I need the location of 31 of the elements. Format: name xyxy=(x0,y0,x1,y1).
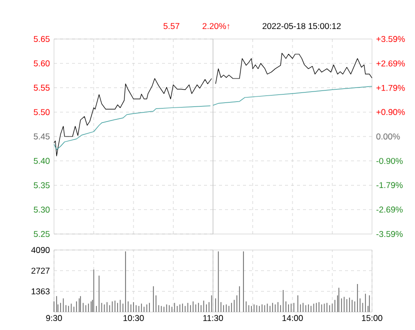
text: 5.57 xyxy=(164,23,180,30)
y-tick-label: 5.30 xyxy=(34,206,50,213)
x-tick-label: 11:30 xyxy=(203,315,223,322)
text: +1.79% xyxy=(376,84,405,91)
y-tick-label: 5.55 xyxy=(34,84,50,91)
text: -1.79% xyxy=(376,182,403,188)
y-tick-label: 5.65 xyxy=(34,36,50,42)
line-series xyxy=(54,78,212,156)
x-tick-label: 10:30 xyxy=(124,315,144,322)
y-tick-label: 5.45 xyxy=(34,134,50,140)
y-tick-label: 5.25 xyxy=(34,231,50,238)
text: 2022-05-18 15:00:12 xyxy=(262,23,341,30)
text: -2.69% xyxy=(376,206,403,213)
text: -0.90% xyxy=(376,158,403,164)
line-series xyxy=(54,105,211,150)
text: 2.20%↑ xyxy=(202,23,230,30)
y-tick-label: 1363 xyxy=(32,288,50,294)
text: +3.59% xyxy=(376,36,405,42)
text: 0.00% xyxy=(376,133,400,140)
x-tick-label: 15:00 xyxy=(362,315,382,322)
y-tick-label: 2727 xyxy=(31,268,50,274)
x-tick-label: 14:00 xyxy=(282,315,303,322)
text: +0.90% xyxy=(376,109,405,116)
x-tick-label: 9:30 xyxy=(46,315,62,322)
y-tick-label: 5.50 xyxy=(34,109,50,116)
text: -3.59% xyxy=(376,231,403,238)
text: +2.69% xyxy=(376,60,405,66)
y-tick-label: 5.60 xyxy=(34,60,50,66)
y-tick-label: 5.40 xyxy=(34,158,50,164)
y-tick-label: 5.35 xyxy=(34,182,50,188)
y-tick-label: 4090 xyxy=(31,246,50,253)
